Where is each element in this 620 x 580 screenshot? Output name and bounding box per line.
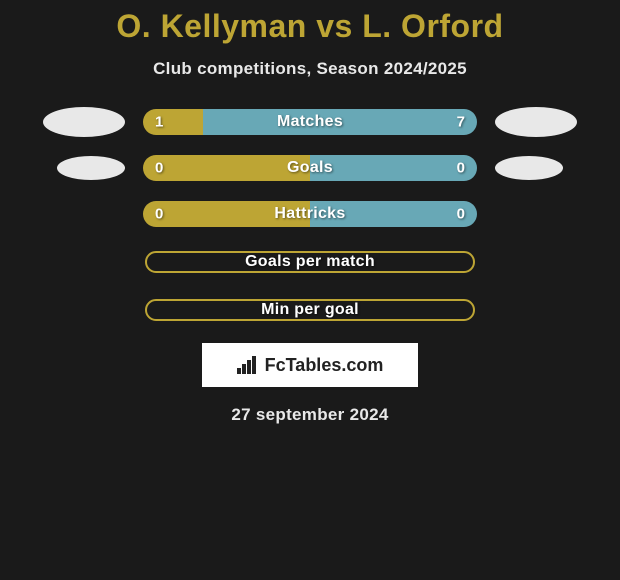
stat-label: Goals per match (147, 253, 473, 271)
right-marker (493, 295, 575, 325)
stat-row: Min per goal (0, 295, 620, 325)
stat-label: Matches (143, 113, 477, 131)
stat-bar: 0Goals0 (143, 155, 477, 181)
comparison-title: O. Kellyman vs L. Orford (0, 0, 620, 45)
stat-row: Goals per match (0, 247, 620, 277)
right-marker (495, 107, 577, 137)
stat-label: Min per goal (147, 301, 473, 319)
stat-row: 0Goals0 (0, 155, 620, 181)
left-marker (43, 199, 125, 229)
logo-badge: FcTables.com (202, 343, 418, 387)
right-marker (495, 156, 563, 180)
right-value: 0 (457, 206, 465, 223)
logo-text: FcTables.com (265, 355, 384, 376)
stats-container: 1Matches70Goals00Hattricks0Goals per mat… (0, 107, 620, 325)
stat-row: 0Hattricks0 (0, 199, 620, 229)
left-marker (43, 107, 125, 137)
snapshot-date: 27 september 2024 (0, 405, 620, 425)
comparison-subtitle: Club competitions, Season 2024/2025 (0, 59, 620, 79)
stat-label: Hattricks (143, 205, 477, 223)
left-marker (57, 156, 125, 180)
left-marker (45, 247, 127, 277)
right-value: 7 (457, 114, 465, 131)
right-marker (493, 247, 575, 277)
bar-chart-icon (237, 356, 259, 374)
stat-bar: Goals per match (145, 251, 475, 273)
stat-bar: 0Hattricks0 (143, 201, 477, 227)
right-value: 0 (457, 160, 465, 177)
stat-bar: Min per goal (145, 299, 475, 321)
right-marker (495, 199, 577, 229)
stat-label: Goals (143, 159, 477, 177)
stat-bar: 1Matches7 (143, 109, 477, 135)
stat-row: 1Matches7 (0, 107, 620, 137)
left-marker (45, 295, 127, 325)
